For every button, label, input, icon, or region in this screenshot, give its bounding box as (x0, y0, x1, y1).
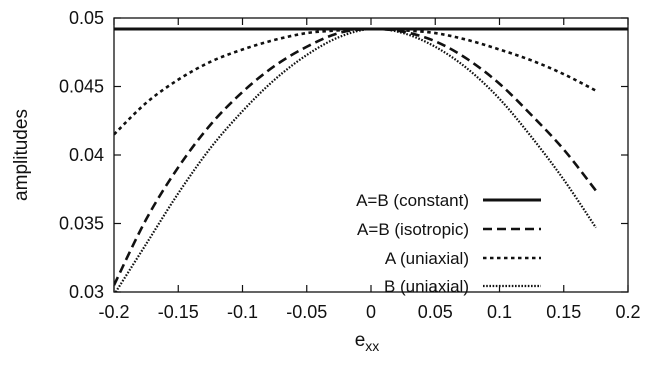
y-axis-label: amplitudes (11, 109, 32, 201)
x-tick-label: 0.15 (546, 302, 581, 322)
x-tick-label: 0 (366, 302, 376, 322)
y-tick-label: 0.045 (59, 77, 104, 97)
series-line-3 (114, 27, 597, 292)
x-tick-label: -0.05 (286, 302, 327, 322)
series-line-2 (114, 27, 597, 136)
y-tick-label: 0.05 (69, 8, 104, 28)
legend-label-2: A (uniaxial) (385, 249, 469, 268)
legend-label-1: A=B (isotropic) (357, 220, 469, 239)
x-axis-label-subscript: xx (365, 338, 379, 354)
y-axis-ticks: 0.03 0.035 0.04 0.045 0.05 (59, 8, 628, 302)
plot-frame (113, 17, 629, 293)
x-tick-label: -0.1 (227, 302, 258, 322)
x-axis-label: exx (355, 330, 380, 354)
series-layer (114, 27, 628, 292)
legend: A=B (constant) A=B (isotropic) A (uniaxial… (356, 191, 541, 296)
x-tick-label: -0.15 (158, 302, 199, 322)
x-tick-label: 0.1 (487, 302, 512, 322)
series-line-1 (114, 27, 597, 286)
x-tick-label: -0.2 (98, 302, 129, 322)
x-axis-ticks: -0.2 -0.15 -0.1 -0.05 0 0.05 0.1 0.15 0.2 (98, 18, 641, 322)
legend-label-3: B (uniaxial) (384, 277, 469, 296)
legend-label-0: A=B (constant) (356, 191, 469, 210)
y-tick-label: 0.03 (69, 282, 104, 302)
x-tick-label: 0.2 (615, 302, 640, 322)
x-axis-label-main: e (355, 330, 366, 351)
y-tick-label: 0.04 (69, 145, 104, 165)
x-tick-label: 0.05 (418, 302, 453, 322)
y-tick-label: 0.035 (59, 214, 104, 234)
